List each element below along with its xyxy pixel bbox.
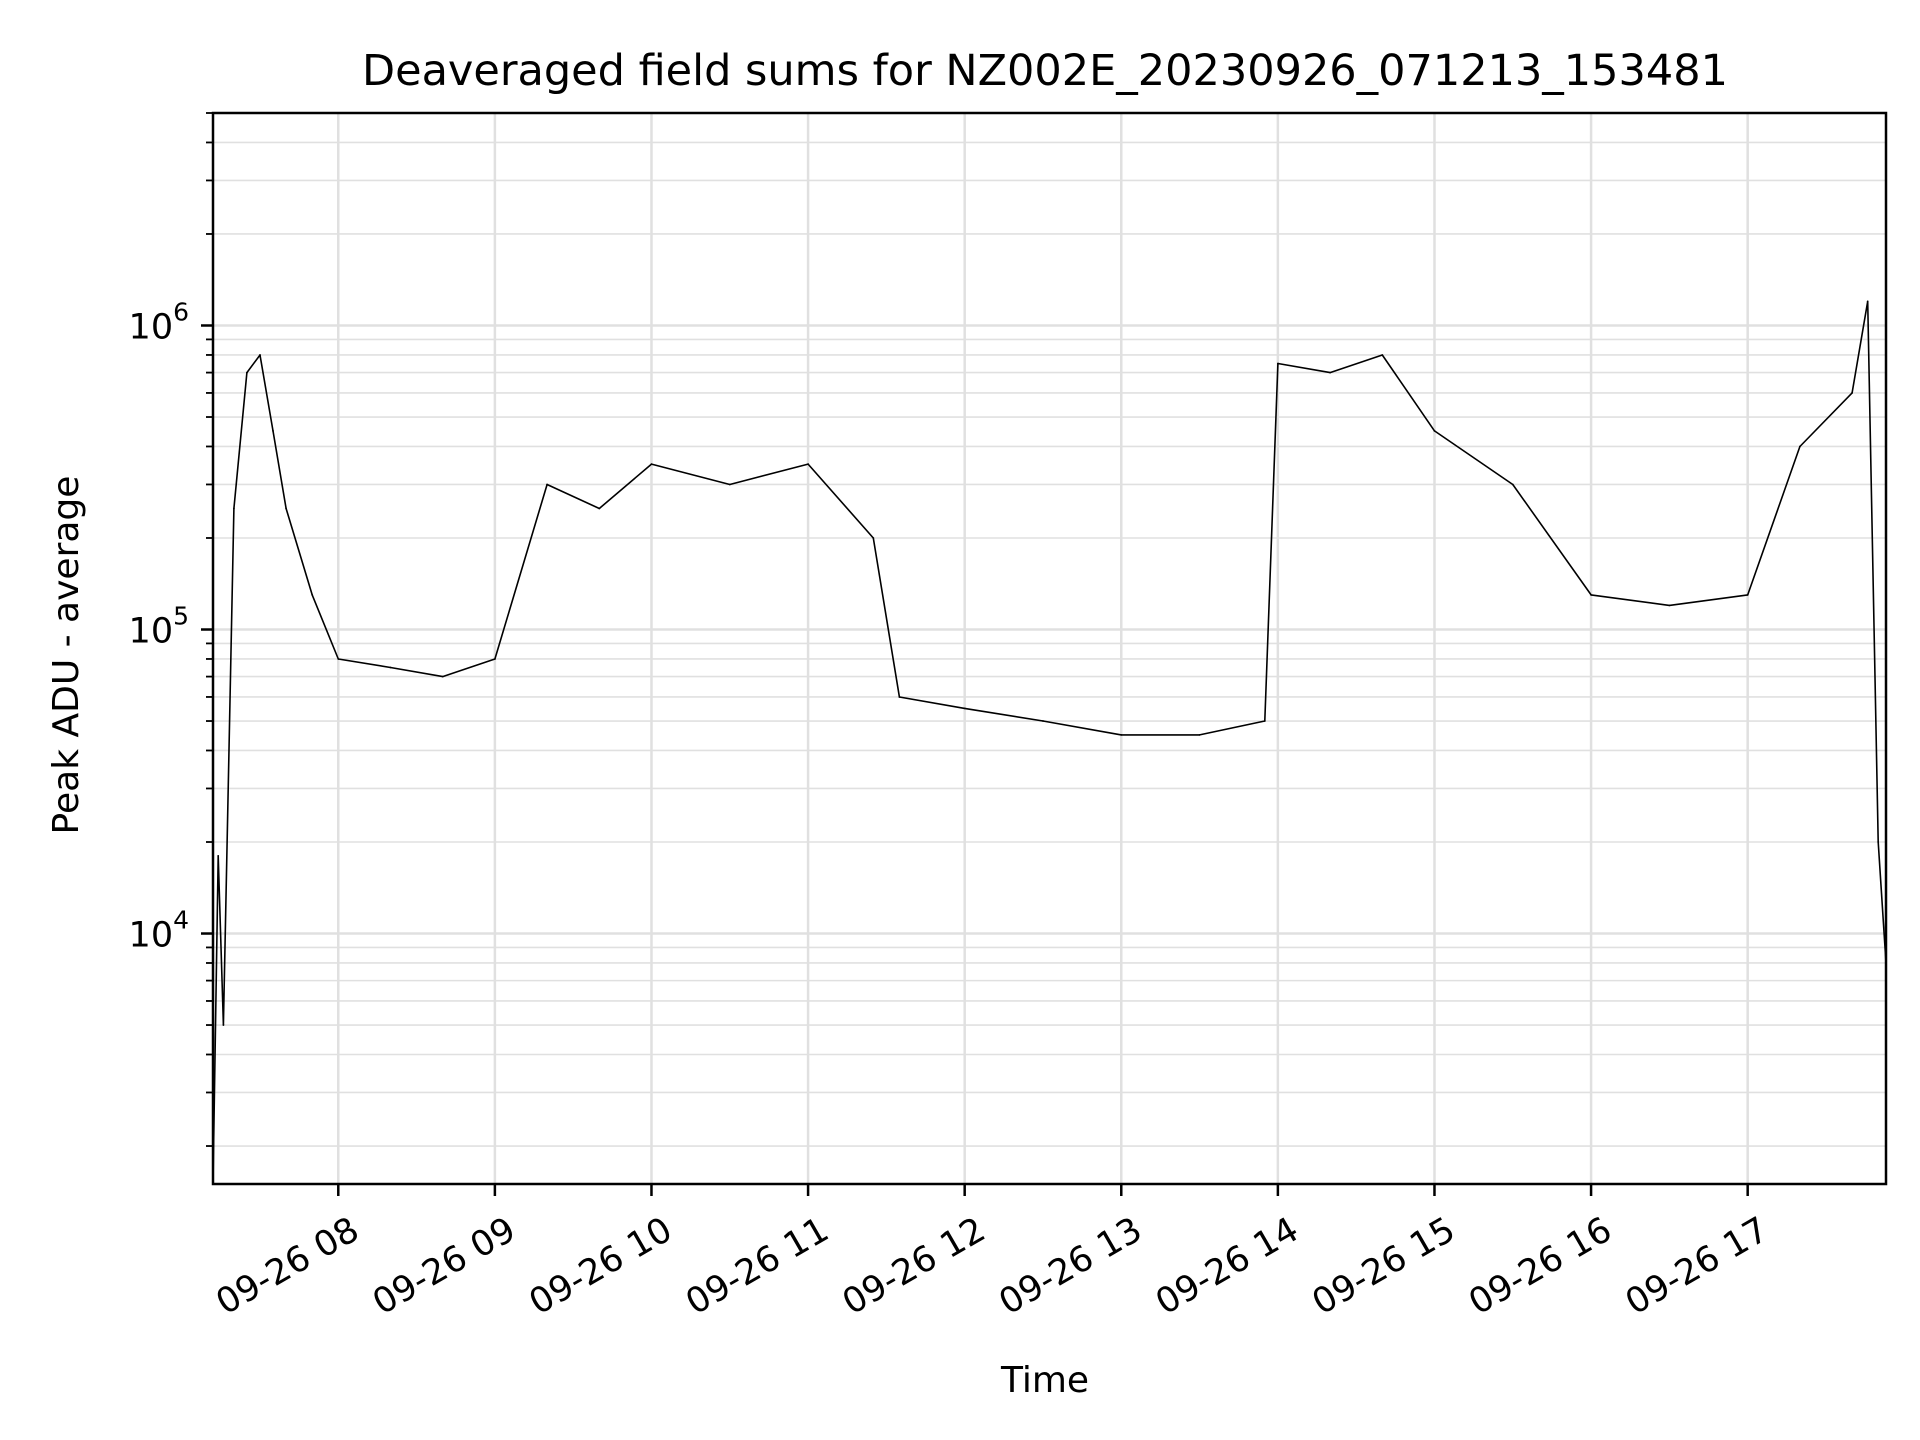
y-tick-exponent: 5 <box>173 602 189 631</box>
data-point <box>285 507 287 510</box>
data-point <box>337 658 340 660</box>
data-point <box>1799 445 1801 448</box>
y-tick-label: 106 <box>129 297 189 347</box>
data-point <box>494 658 496 660</box>
data-point <box>650 463 653 465</box>
data-point <box>1877 841 1880 843</box>
data-point <box>246 371 248 374</box>
series-line <box>212 300 1887 1185</box>
data-point <box>1381 354 1384 356</box>
data-point <box>1511 483 1514 486</box>
data-point <box>441 675 444 678</box>
data-point <box>898 696 901 698</box>
data-point <box>1746 594 1749 596</box>
data-point <box>963 707 966 710</box>
data-point <box>598 507 601 510</box>
y-tick-base: 10 <box>129 916 174 956</box>
y-tick-base: 10 <box>129 307 174 347</box>
y-tick-label: 105 <box>129 602 189 652</box>
data-point <box>222 1024 225 1026</box>
data-point <box>259 354 261 356</box>
data-point <box>389 666 392 669</box>
data-point <box>1851 392 1853 394</box>
data-point <box>1042 720 1044 722</box>
data-point <box>1263 720 1266 722</box>
y-tick-exponent: 6 <box>173 297 189 326</box>
data-point <box>1277 362 1279 365</box>
grid <box>213 112 1886 1184</box>
data-point <box>872 537 875 539</box>
data-point <box>1329 371 1331 374</box>
y-tick-base: 10 <box>129 612 174 652</box>
data-point <box>1198 734 1201 736</box>
data-point <box>1590 594 1592 596</box>
y-tick-label: 104 <box>129 906 189 956</box>
data-point <box>233 507 235 510</box>
data-point <box>1668 604 1671 607</box>
data-point <box>1120 734 1123 736</box>
series-line-group <box>212 300 1887 1185</box>
data-point <box>546 483 548 486</box>
data-point <box>807 463 809 465</box>
plot-frame <box>211 111 1888 1186</box>
data-point <box>1866 300 1869 303</box>
data-point <box>272 430 274 432</box>
data-point <box>1433 430 1436 432</box>
x-axis-label: Time <box>1000 1360 1089 1401</box>
data-point <box>728 483 731 486</box>
chart-title: Deaveraged field sums for NZ002E_2023092… <box>362 46 1728 96</box>
data-point <box>311 594 314 596</box>
y-tick-exponent: 4 <box>173 906 189 935</box>
y-axis-label: Peak ADU - average <box>46 476 87 835</box>
data-point <box>217 855 220 857</box>
